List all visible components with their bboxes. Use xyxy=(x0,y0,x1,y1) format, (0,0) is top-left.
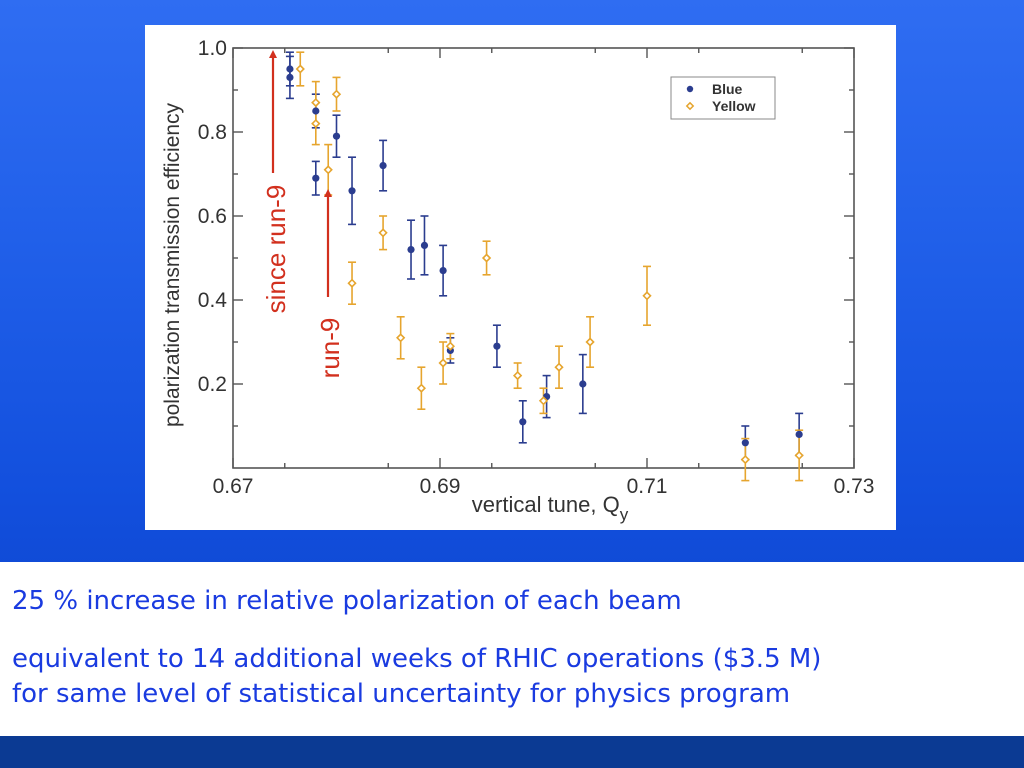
data-point-yellow xyxy=(396,333,406,343)
data-point-yellow xyxy=(311,118,321,129)
data-point-yellow xyxy=(445,341,455,351)
data-point-blue xyxy=(332,132,341,140)
legend-marker-blue xyxy=(686,85,694,93)
data-point-blue xyxy=(286,73,294,81)
data-point-blue xyxy=(407,246,415,254)
data-point-yellow xyxy=(481,253,492,263)
data-points xyxy=(286,64,804,465)
chart: 0.67 0.69 0.71 0.73 0.2 0.4 0.6 0.8 1.0 since ru… xyxy=(145,25,896,530)
y-tick-label: 0.6 xyxy=(198,205,227,228)
data-point-blue xyxy=(741,439,749,447)
x-axis-label: vertical tune, Qy xyxy=(472,492,629,524)
data-point-yellow xyxy=(554,362,564,372)
data-point-blue xyxy=(379,162,387,170)
x-tick-label: 0.67 xyxy=(213,475,254,498)
axis-ticks: 0.67 0.69 0.71 0.73 0.2 0.4 0.6 0.8 1.0 xyxy=(198,37,875,498)
data-point-blue xyxy=(420,241,429,249)
x-tick-label: 0.69 xyxy=(420,475,461,498)
data-point-yellow xyxy=(378,228,388,238)
data-point-yellow xyxy=(347,278,357,288)
data-point-blue xyxy=(348,187,356,195)
data-point-blue xyxy=(312,107,320,115)
annotation-since-run-9: since run-9 xyxy=(261,185,291,314)
legend-label-yellow: Yellow xyxy=(712,98,756,114)
data-point-blue xyxy=(493,342,501,350)
legend-box xyxy=(670,76,776,120)
annotations: since run-9 run-9 xyxy=(261,50,345,379)
x-axis-label-subscript: y xyxy=(620,505,629,524)
y-tick-label: 0.2 xyxy=(198,373,227,396)
data-point-blue xyxy=(439,267,447,275)
annotation-run-9: run-9 xyxy=(315,318,345,379)
data-point-yellow xyxy=(740,454,750,465)
x-tick-label: 0.73 xyxy=(834,475,875,498)
bullet-polarization-increase: 25 % increase in relative polarization o… xyxy=(12,586,682,616)
data-point-blue xyxy=(579,380,587,388)
data-point-yellow xyxy=(538,396,549,406)
bottom-band xyxy=(0,736,1024,768)
x-axis-label-text: vertical tune, Q xyxy=(472,492,620,517)
data-point-blue xyxy=(286,65,294,73)
y-axis-label: polarization transmission efficiency xyxy=(161,102,184,427)
data-point-blue xyxy=(519,418,527,426)
data-point-yellow xyxy=(438,358,448,368)
data-point-yellow xyxy=(585,337,595,347)
data-point-yellow xyxy=(642,291,652,301)
data-point-blue xyxy=(312,174,320,182)
data-point-yellow xyxy=(331,89,342,99)
text-panel: 25 % increase in relative polarization o… xyxy=(0,562,1024,736)
y-tick-label: 1.0 xyxy=(198,37,227,60)
data-point-yellow xyxy=(311,97,321,108)
data-point-yellow xyxy=(794,450,804,461)
legend-label-blue: Blue xyxy=(712,81,743,97)
bullet-equivalent-weeks: equivalent to 14 additional weeks of RHI… xyxy=(12,644,822,709)
data-point-blue xyxy=(795,430,803,438)
data-point-yellow xyxy=(512,370,523,381)
y-tick-label: 0.4 xyxy=(198,289,228,312)
data-point-yellow xyxy=(416,383,427,393)
data-point-yellow xyxy=(323,165,333,175)
legend-marker-yellow xyxy=(685,101,695,111)
y-tick-label: 0.8 xyxy=(198,121,227,144)
plot-card: 0.67 0.69 0.71 0.73 0.2 0.4 0.6 0.8 1.0 since ru… xyxy=(145,25,896,530)
x-tick-label: 0.71 xyxy=(627,475,668,498)
data-point-yellow xyxy=(295,64,305,74)
